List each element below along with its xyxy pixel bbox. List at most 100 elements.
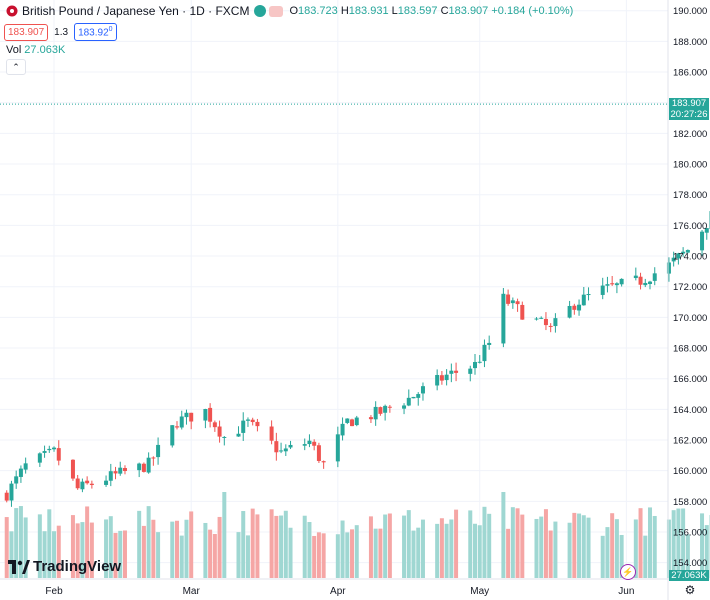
- candle-body: [685, 249, 690, 253]
- candle-body: [581, 294, 586, 306]
- candle-body: [203, 408, 208, 421]
- volume-bar: [170, 521, 175, 578]
- time-tick-label: Apr: [330, 586, 346, 597]
- candle-body: [449, 370, 454, 374]
- candle-body: [368, 417, 373, 420]
- volume-bar: [378, 528, 383, 578]
- volume-bar: [543, 509, 548, 578]
- volume-bar: [473, 523, 477, 578]
- candle-body: [572, 305, 577, 310]
- candle-body: [175, 426, 180, 428]
- volume-bar: [700, 513, 705, 578]
- currency-flag-icon: [6, 5, 18, 17]
- volume-bar: [250, 508, 255, 578]
- volume-bar: [85, 506, 90, 578]
- candle-body: [482, 344, 487, 362]
- volume-bar: [274, 515, 279, 578]
- candle-body: [302, 444, 307, 446]
- market-status-icon[interactable]: [254, 5, 267, 17]
- candle-body: [18, 468, 23, 477]
- volume-bar: [704, 525, 709, 578]
- chart-settings-button[interactable]: ⚙: [683, 583, 697, 597]
- volume-bar: [539, 516, 544, 578]
- volume-bar: [477, 525, 482, 578]
- candle-body: [411, 396, 416, 399]
- candle-body: [477, 361, 482, 363]
- price-tick-label: 188.000: [673, 37, 707, 48]
- gear-icon: ⚙: [684, 583, 696, 597]
- volume-bar: [406, 510, 411, 578]
- candle-body: [113, 471, 118, 474]
- candle-body: [652, 273, 657, 281]
- volume-bar: [307, 522, 312, 578]
- candle-body: [274, 441, 279, 453]
- alert-toggle-icon[interactable]: [269, 5, 284, 17]
- candle-body: [435, 374, 440, 386]
- candle-body: [217, 426, 222, 437]
- candle-body: [108, 471, 113, 481]
- volume-bar: [614, 519, 619, 578]
- candle-body: [37, 453, 42, 463]
- volume-legend[interactable]: Vol 27.063K: [6, 44, 65, 56]
- time-axis[interactable]: FebMarAprMayJunJulAugSep: [45, 586, 710, 597]
- volume-bar: [435, 523, 440, 578]
- grid-lines: [0, 0, 668, 578]
- candle-body: [387, 406, 392, 408]
- volume-bar: [610, 513, 615, 578]
- candle-body: [137, 463, 142, 471]
- volume-bar: [411, 530, 416, 578]
- candle-body: [567, 305, 572, 318]
- buy-price-button[interactable]: 183.920: [74, 23, 117, 42]
- sell-price-button[interactable]: 183.907: [4, 23, 49, 41]
- candle-body: [283, 448, 288, 452]
- volume-bar: [510, 507, 515, 578]
- close-value: 183.907: [448, 5, 489, 17]
- volume-bar: [283, 510, 288, 578]
- volume-bar: [113, 532, 118, 578]
- volume-bar: [387, 513, 392, 578]
- candle-body: [212, 422, 217, 428]
- collapse-legend-button[interactable]: ⌃: [6, 59, 26, 75]
- candle-body: [47, 448, 52, 451]
- volume-bar: [241, 511, 246, 578]
- candle-body: [454, 370, 459, 373]
- price-tick-label: 178.000: [673, 190, 707, 201]
- volume-bar: [184, 519, 189, 578]
- spread-value: 1.3: [54, 26, 69, 38]
- countdown-value: 20:27:26: [670, 109, 708, 121]
- volume-bar: [643, 535, 648, 578]
- candle-body: [241, 420, 246, 433]
- candle-body: [42, 451, 47, 453]
- candle-body: [548, 325, 553, 327]
- time-tick-label: May: [470, 586, 489, 597]
- symbol-legend[interactable]: British Pound / Japanese Yen · 1D · FXCM…: [0, 0, 573, 22]
- volume-bar: [175, 520, 180, 578]
- price-tick-label: 162.000: [673, 436, 707, 447]
- volume-bar: [255, 514, 260, 578]
- symbol-title[interactable]: British Pound / Japanese Yen · 1D · FXCM: [22, 4, 250, 18]
- open-label: O: [289, 5, 299, 17]
- tradingview-logo[interactable]: TradingView: [8, 558, 121, 575]
- candle-body: [321, 461, 326, 463]
- candle-body: [255, 421, 260, 427]
- candle-body: [75, 478, 80, 489]
- candle-body: [553, 318, 558, 327]
- quick-action-button[interactable]: ⚡: [620, 564, 636, 580]
- price-axis[interactable]: 190.000188.000186.000184.000182.000180.0…: [673, 6, 707, 569]
- candle-body: [184, 412, 189, 418]
- last-price-tag: 183.907 20:27:26: [669, 98, 709, 121]
- volume-bar: [75, 523, 80, 578]
- candle-body: [473, 362, 477, 369]
- candle-body: [23, 463, 28, 470]
- candle-body: [89, 483, 94, 486]
- volume-bar: [454, 509, 459, 578]
- volume-bar: [487, 513, 492, 578]
- price-tick-label: 166.000: [673, 374, 707, 385]
- candle-body: [520, 304, 525, 320]
- candle-body: [605, 284, 610, 286]
- volume-bar: [245, 535, 250, 578]
- tradingview-logo-icon: [8, 559, 30, 574]
- volume-bar: [288, 527, 293, 578]
- candle-body: [378, 407, 383, 414]
